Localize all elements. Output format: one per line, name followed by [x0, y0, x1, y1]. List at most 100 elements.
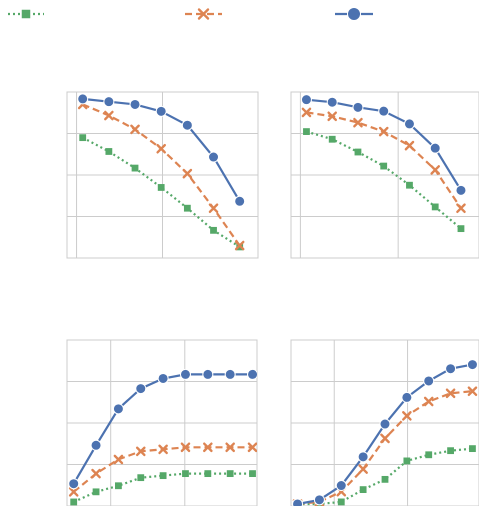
point-circle — [379, 418, 391, 430]
point-x — [182, 168, 193, 179]
point-square — [359, 486, 367, 494]
point-x — [130, 124, 140, 135]
point-circle — [247, 368, 257, 380]
point-circle — [292, 498, 304, 506]
point-square — [105, 148, 113, 155]
point-square — [380, 162, 388, 170]
point-x — [158, 444, 168, 455]
point-x — [378, 126, 389, 137]
point-circle — [135, 383, 147, 395]
point-x — [430, 165, 441, 175]
point-x — [445, 388, 456, 399]
point-square — [137, 474, 145, 482]
point-x — [456, 203, 466, 213]
point-x — [301, 107, 312, 118]
point-x — [203, 442, 213, 453]
point-square — [328, 135, 336, 143]
series-orange — [77, 99, 245, 251]
point-x — [467, 386, 478, 397]
point-x — [353, 117, 363, 128]
point-circle — [157, 372, 169, 384]
point-square — [131, 164, 139, 172]
point-x — [225, 442, 235, 453]
point-square — [469, 445, 476, 453]
point-circle — [445, 363, 457, 375]
point-square — [303, 128, 310, 135]
point-square — [70, 498, 78, 506]
point-circle — [352, 101, 364, 113]
point-circle — [357, 451, 369, 463]
point-x — [247, 442, 257, 453]
point-circle — [155, 105, 167, 117]
point-circle — [112, 403, 124, 415]
point-x — [380, 433, 390, 444]
point-circle — [378, 105, 390, 117]
point-circle — [423, 375, 435, 387]
point-circle — [77, 93, 89, 105]
series-blue — [77, 93, 246, 207]
point-square — [204, 470, 212, 478]
point-circle — [208, 151, 220, 163]
point-square — [381, 475, 389, 483]
legend-entry-green — [8, 9, 44, 19]
point-x — [91, 468, 101, 479]
point-square — [403, 457, 411, 465]
series-green — [70, 470, 256, 506]
point-x — [113, 454, 124, 465]
point-x — [104, 110, 114, 121]
series-blue — [68, 368, 257, 490]
point-square — [226, 470, 234, 478]
point-square — [182, 470, 189, 478]
point-circle — [326, 96, 338, 108]
point-square — [249, 470, 256, 478]
point-x — [404, 140, 415, 151]
point-circle — [313, 494, 325, 506]
legend-entry-blue — [335, 7, 373, 21]
point-circle — [90, 439, 102, 451]
series-orange — [301, 107, 466, 213]
panel-top-left — [66, 91, 259, 259]
point-x — [327, 111, 338, 122]
legend-marker-x — [197, 8, 210, 20]
point-circle — [335, 480, 347, 492]
series-orange — [68, 442, 257, 497]
point-x — [180, 442, 191, 453]
point-x — [423, 396, 434, 407]
point-square — [159, 472, 167, 480]
point-square — [425, 451, 433, 459]
point-circle — [224, 368, 236, 380]
point-circle — [466, 359, 478, 371]
point-x — [358, 464, 368, 474]
point-circle — [403, 118, 415, 130]
point-square — [115, 482, 122, 490]
panel-top-right — [290, 91, 479, 259]
point-square — [79, 134, 87, 142]
point-circle — [181, 119, 193, 131]
point-x — [68, 487, 79, 497]
series-blue — [300, 94, 467, 196]
point-circle — [401, 391, 413, 403]
legend-marker-square — [21, 9, 31, 19]
point-x — [208, 203, 219, 213]
point-square — [157, 184, 165, 191]
point-square — [337, 498, 345, 506]
point-circle — [68, 478, 80, 490]
point-square — [431, 203, 439, 211]
plot-area — [68, 368, 257, 506]
point-circle — [234, 195, 246, 207]
series-blue — [292, 359, 478, 506]
point-circle — [179, 368, 191, 380]
plot-area — [300, 94, 467, 233]
point-circle — [300, 94, 312, 106]
point-circle — [429, 142, 441, 154]
point-square — [210, 226, 217, 234]
legend — [8, 7, 373, 21]
point-square — [183, 204, 191, 212]
point-circle — [129, 98, 141, 110]
point-square — [354, 148, 362, 156]
panels — [66, 91, 479, 506]
point-square — [406, 181, 413, 189]
point-x — [135, 446, 146, 457]
series-green — [303, 128, 465, 233]
